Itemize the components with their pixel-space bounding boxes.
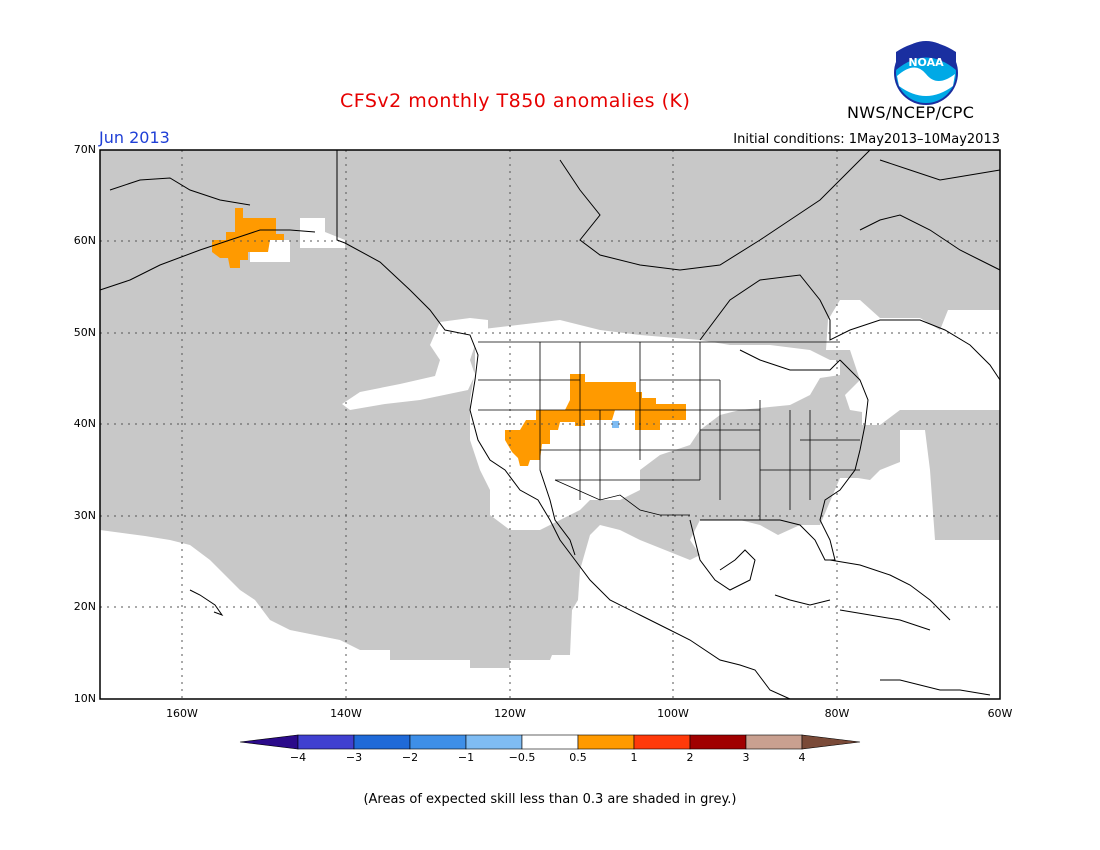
colorbar-cells (239, 734, 861, 750)
grid-lines (100, 150, 1000, 699)
org-label: NWS/NCEP/CPC (847, 103, 975, 122)
lat-label: 50N (73, 326, 96, 339)
lon-label: 60W (987, 707, 1013, 720)
lat-label: 30N (73, 509, 96, 522)
negative-anomaly-cell (612, 421, 619, 428)
colorbar-label: −1 (457, 751, 475, 764)
colorbar-label: 1 (630, 751, 638, 764)
lon-label: 120W (494, 707, 526, 720)
logo-text: NOAA (908, 56, 944, 69)
colorbar-cell (465, 734, 523, 750)
lat-label: 10N (73, 692, 96, 705)
map-frame (99, 149, 1001, 700)
colorbar-cell (409, 734, 467, 750)
lon-label: 100W (657, 707, 689, 720)
colorbar-label: 0.5 (569, 751, 587, 764)
initial-conditions: Initial conditions: 1May2013–10May2013 (733, 132, 1000, 147)
state-borders (478, 341, 860, 520)
lat-label: 70N (73, 143, 96, 156)
positive-anomaly-regions (212, 208, 686, 466)
lon-label: 140W (330, 707, 362, 720)
lat-label: 60N (73, 234, 96, 247)
colorbar-label: −0.5 (508, 751, 536, 764)
colorbar-cell (521, 734, 579, 750)
lat-label: 40N (73, 417, 96, 430)
colorbar-cell (297, 734, 355, 750)
month-label: Jun 2013 (99, 128, 170, 147)
colorbar-label: −2 (401, 751, 419, 764)
lon-label: 80W (824, 707, 850, 720)
colorbar-label: 2 (686, 751, 694, 764)
colorbar-cell (577, 734, 635, 750)
colorbar-cell (353, 734, 411, 750)
coastlines (99, 149, 1001, 700)
colorbar-label: −3 (345, 751, 363, 764)
lon-label: 160W (166, 707, 198, 720)
chart-title: CFSv2 monthly T850 anomalies (K) (340, 90, 691, 112)
colorbar-min-arrow (239, 734, 299, 750)
colorbar-label: 4 (798, 751, 806, 764)
colorbar-max-arrow (801, 734, 861, 750)
colorbar-label: 3 (742, 751, 750, 764)
colorbar-cell (633, 734, 691, 750)
noaa-logo: NOAA (894, 41, 958, 105)
colorbar-cell (689, 734, 747, 750)
lat-label: 20N (73, 600, 96, 613)
colorbar-label: −4 (289, 751, 307, 764)
skill-note: (Areas of expected skill less than 0.3 a… (363, 792, 737, 807)
colorbar-cell (745, 734, 803, 750)
